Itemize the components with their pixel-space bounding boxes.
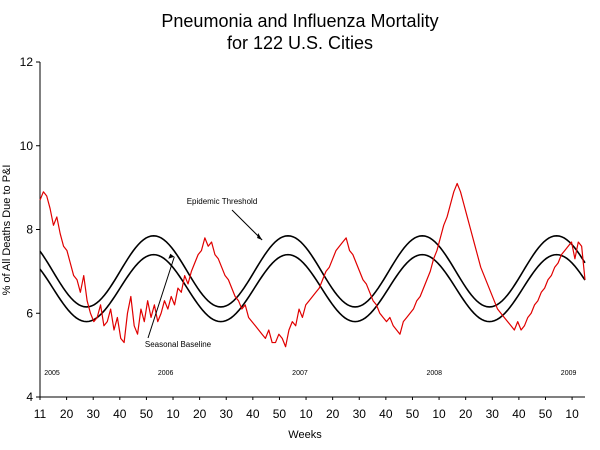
plot-area: 4 6 8 10 12 11 20 30 40 50 10 20 30 40 50 10 20 30 40 50 10 2… bbox=[20, 55, 586, 421]
observed-line bbox=[39, 182, 586, 348]
x-tick-label: 40 bbox=[246, 407, 260, 421]
annotation-seasonal-baseline: Seasonal Baseline bbox=[145, 340, 212, 349]
x-tick-label: 20 bbox=[60, 407, 74, 421]
x-tick-label: 30 bbox=[87, 407, 101, 421]
chart-title: Pneumonia and Influenza Mortality bbox=[161, 11, 438, 31]
baseline-line bbox=[39, 253, 586, 323]
year-label: 2008 bbox=[426, 370, 442, 377]
y-tick-label: 10 bbox=[20, 139, 34, 153]
x-tick-label: 10 bbox=[432, 407, 446, 421]
threshold-line bbox=[39, 234, 586, 308]
x-tick-label: 20 bbox=[459, 407, 473, 421]
y-tick-label: 6 bbox=[26, 306, 33, 320]
y-axis-label: % of All Deaths Due to P&I bbox=[1, 165, 13, 296]
year-label: 2006 bbox=[158, 370, 174, 377]
x-tick-label: 20 bbox=[326, 407, 340, 421]
x-tick-label: 30 bbox=[353, 407, 367, 421]
x-tick-label: 30 bbox=[220, 407, 234, 421]
y-tick-label: 8 bbox=[26, 223, 33, 237]
year-label: 2007 bbox=[292, 370, 308, 377]
annotation-arrow-baseline bbox=[147, 256, 175, 339]
y-tick-label: 4 bbox=[26, 390, 33, 404]
annotation-arrowhead-threshold bbox=[257, 232, 263, 240]
annotation-arrowhead-baseline bbox=[168, 253, 175, 259]
x-axis-label: Weeks bbox=[288, 429, 322, 441]
x-tick-label: 20 bbox=[193, 407, 207, 421]
x-tick-label: 40 bbox=[512, 407, 526, 421]
x-tick-label: 30 bbox=[486, 407, 500, 421]
year-label: 2005 bbox=[44, 370, 60, 377]
x-tick-label: 11 bbox=[34, 407, 47, 421]
x-tick-label: 50 bbox=[406, 407, 420, 421]
chart-subtitle: for 122 U.S. Cities bbox=[227, 33, 373, 53]
x-tick-label: 10 bbox=[299, 407, 313, 421]
x-tick-label: 50 bbox=[140, 407, 154, 421]
year-label: 2009 bbox=[561, 370, 577, 377]
x-tick-label: 50 bbox=[539, 407, 553, 421]
x-tick-label: 10 bbox=[565, 407, 579, 421]
x-tick-label: 40 bbox=[113, 407, 127, 421]
x-tick-label: 50 bbox=[273, 407, 287, 421]
y-tick-label: 12 bbox=[20, 55, 34, 69]
x-tick-label: 10 bbox=[166, 407, 180, 421]
x-tick-label: 40 bbox=[379, 407, 393, 421]
annotation-epidemic-threshold: Epidemic Threshold bbox=[187, 197, 258, 206]
annotation-arrow-threshold bbox=[231, 209, 263, 241]
